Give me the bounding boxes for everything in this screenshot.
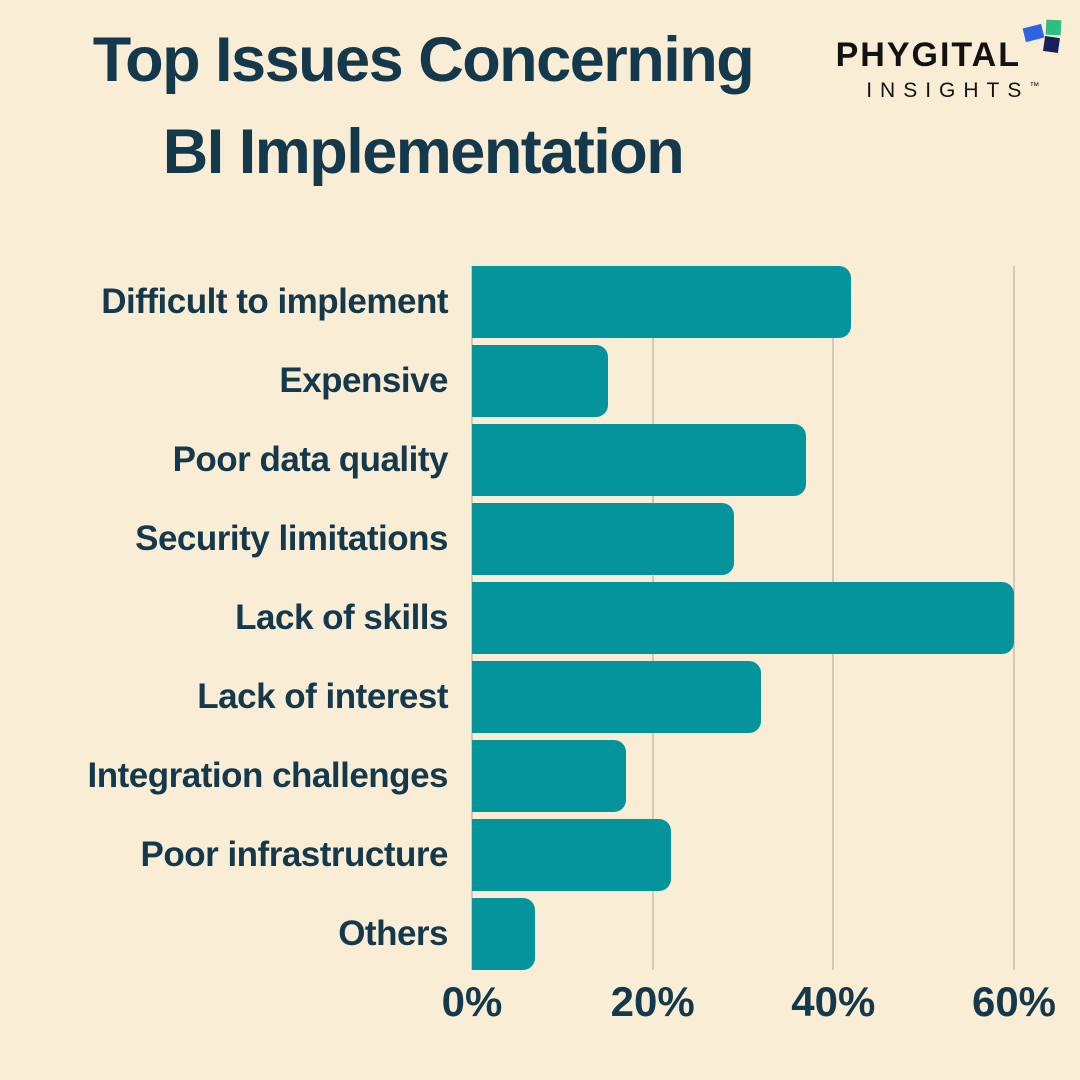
x-axis-ticks: 0% 20% 40% 60% — [442, 978, 1056, 1030]
bar-track — [472, 582, 1014, 654]
brand-tagline-text: INSIGHTS — [866, 79, 1030, 102]
x-tick-label: 60% — [971, 978, 1057, 1025]
chart-row: Lack of skills — [0, 582, 1014, 654]
bar-track — [472, 424, 1014, 496]
row-label: Lack of skills — [235, 598, 448, 637]
row-label: Integration challenges — [87, 756, 449, 795]
bar — [472, 661, 762, 733]
bar-track — [472, 661, 1014, 733]
bar — [472, 503, 734, 575]
chart-row: Integration challenges — [0, 740, 1014, 812]
pinwheel-squares-icon — [1022, 19, 1064, 62]
row-label: Others — [338, 914, 448, 953]
chart-row: Poor infrastructure — [0, 819, 1014, 891]
chart-row: Lack of interest — [0, 661, 1014, 733]
chart-row: Difficult to implement — [0, 266, 1014, 338]
page-title: Top Issues Concerning BI Implementation — [28, 14, 818, 198]
bar-track — [472, 819, 1014, 891]
chart-row: Poor data quality — [0, 424, 1014, 496]
title-line-2: BI Implementation — [162, 117, 685, 187]
brand-logo: PHYGITAL INSIGHTS™ — [835, 19, 1064, 103]
bar-track — [472, 503, 1014, 575]
bar — [472, 582, 1014, 654]
bar — [472, 266, 852, 338]
bar — [472, 345, 608, 417]
bar — [472, 819, 671, 891]
chart-row: Expensive — [0, 345, 1014, 417]
x-tick-label: 0% — [441, 978, 503, 1025]
bar — [472, 740, 626, 812]
brand-logo-top: PHYGITAL — [835, 19, 1064, 74]
row-label: Expensive — [279, 361, 448, 400]
x-tick-label: 40% — [791, 978, 876, 1025]
row-label: Poor infrastructure — [140, 835, 449, 874]
chart-row: Others — [0, 898, 1014, 970]
title-line-1: Top Issues Concerning — [92, 25, 755, 95]
bar-track — [472, 740, 1014, 812]
row-label: Security limitations — [135, 519, 448, 558]
chart-rows: Difficult to implement Expensive Poor da… — [0, 266, 1014, 970]
brand-name: PHYGITAL — [835, 36, 1021, 74]
chart-row: Security limitations — [0, 503, 1014, 575]
brand-tagline: INSIGHTS™ — [836, 79, 1064, 103]
blue-square-icon — [1022, 23, 1045, 43]
navy-square-icon — [1043, 36, 1060, 53]
gridline — [1013, 266, 1015, 970]
bar-track — [472, 266, 1014, 338]
bar — [472, 898, 536, 970]
trademark-symbol: ™ — [1029, 81, 1040, 92]
bar — [472, 424, 807, 496]
bar-chart: Difficult to implement Expensive Poor da… — [0, 266, 1056, 1036]
row-label: Difficult to implement — [101, 282, 448, 321]
x-tick-label: 20% — [610, 978, 695, 1025]
bar-track — [472, 345, 1014, 417]
bar-track — [472, 898, 1014, 970]
green-square-icon — [1045, 19, 1062, 36]
row-label: Lack of interest — [197, 677, 448, 716]
row-label: Poor data quality — [172, 440, 449, 479]
